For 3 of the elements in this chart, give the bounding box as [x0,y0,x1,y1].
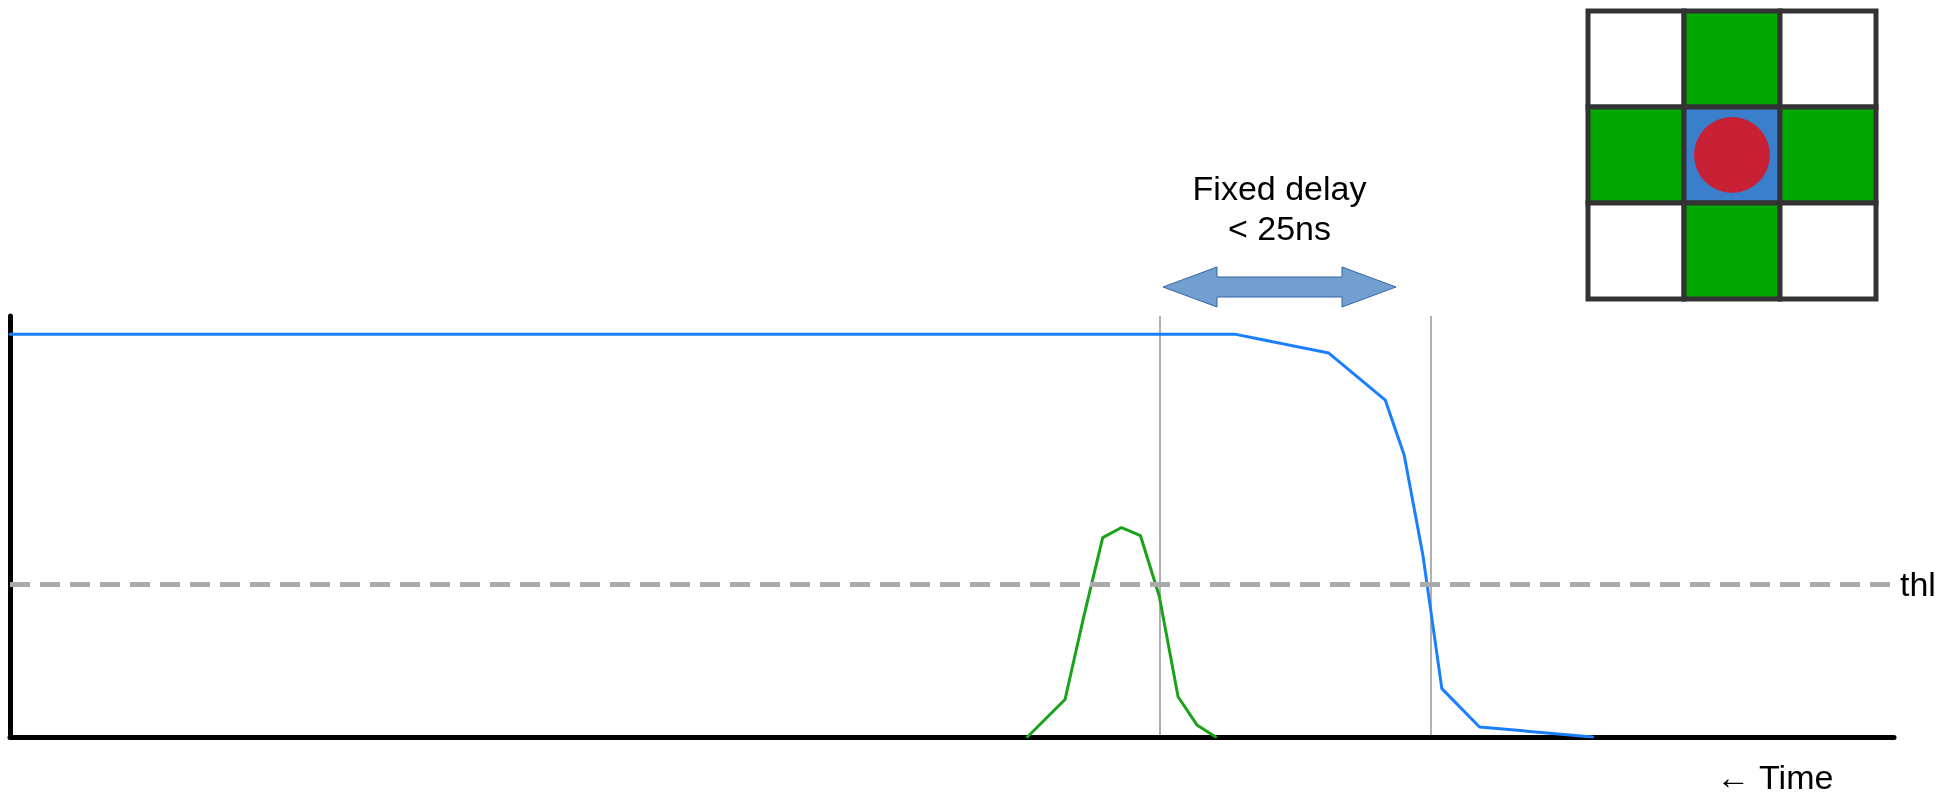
x-axis-title: ← Time [1716,758,1834,796]
text: Fixed delay < 25ns [1191,168,1368,248]
ref-line-label: thl [1900,564,1936,603]
